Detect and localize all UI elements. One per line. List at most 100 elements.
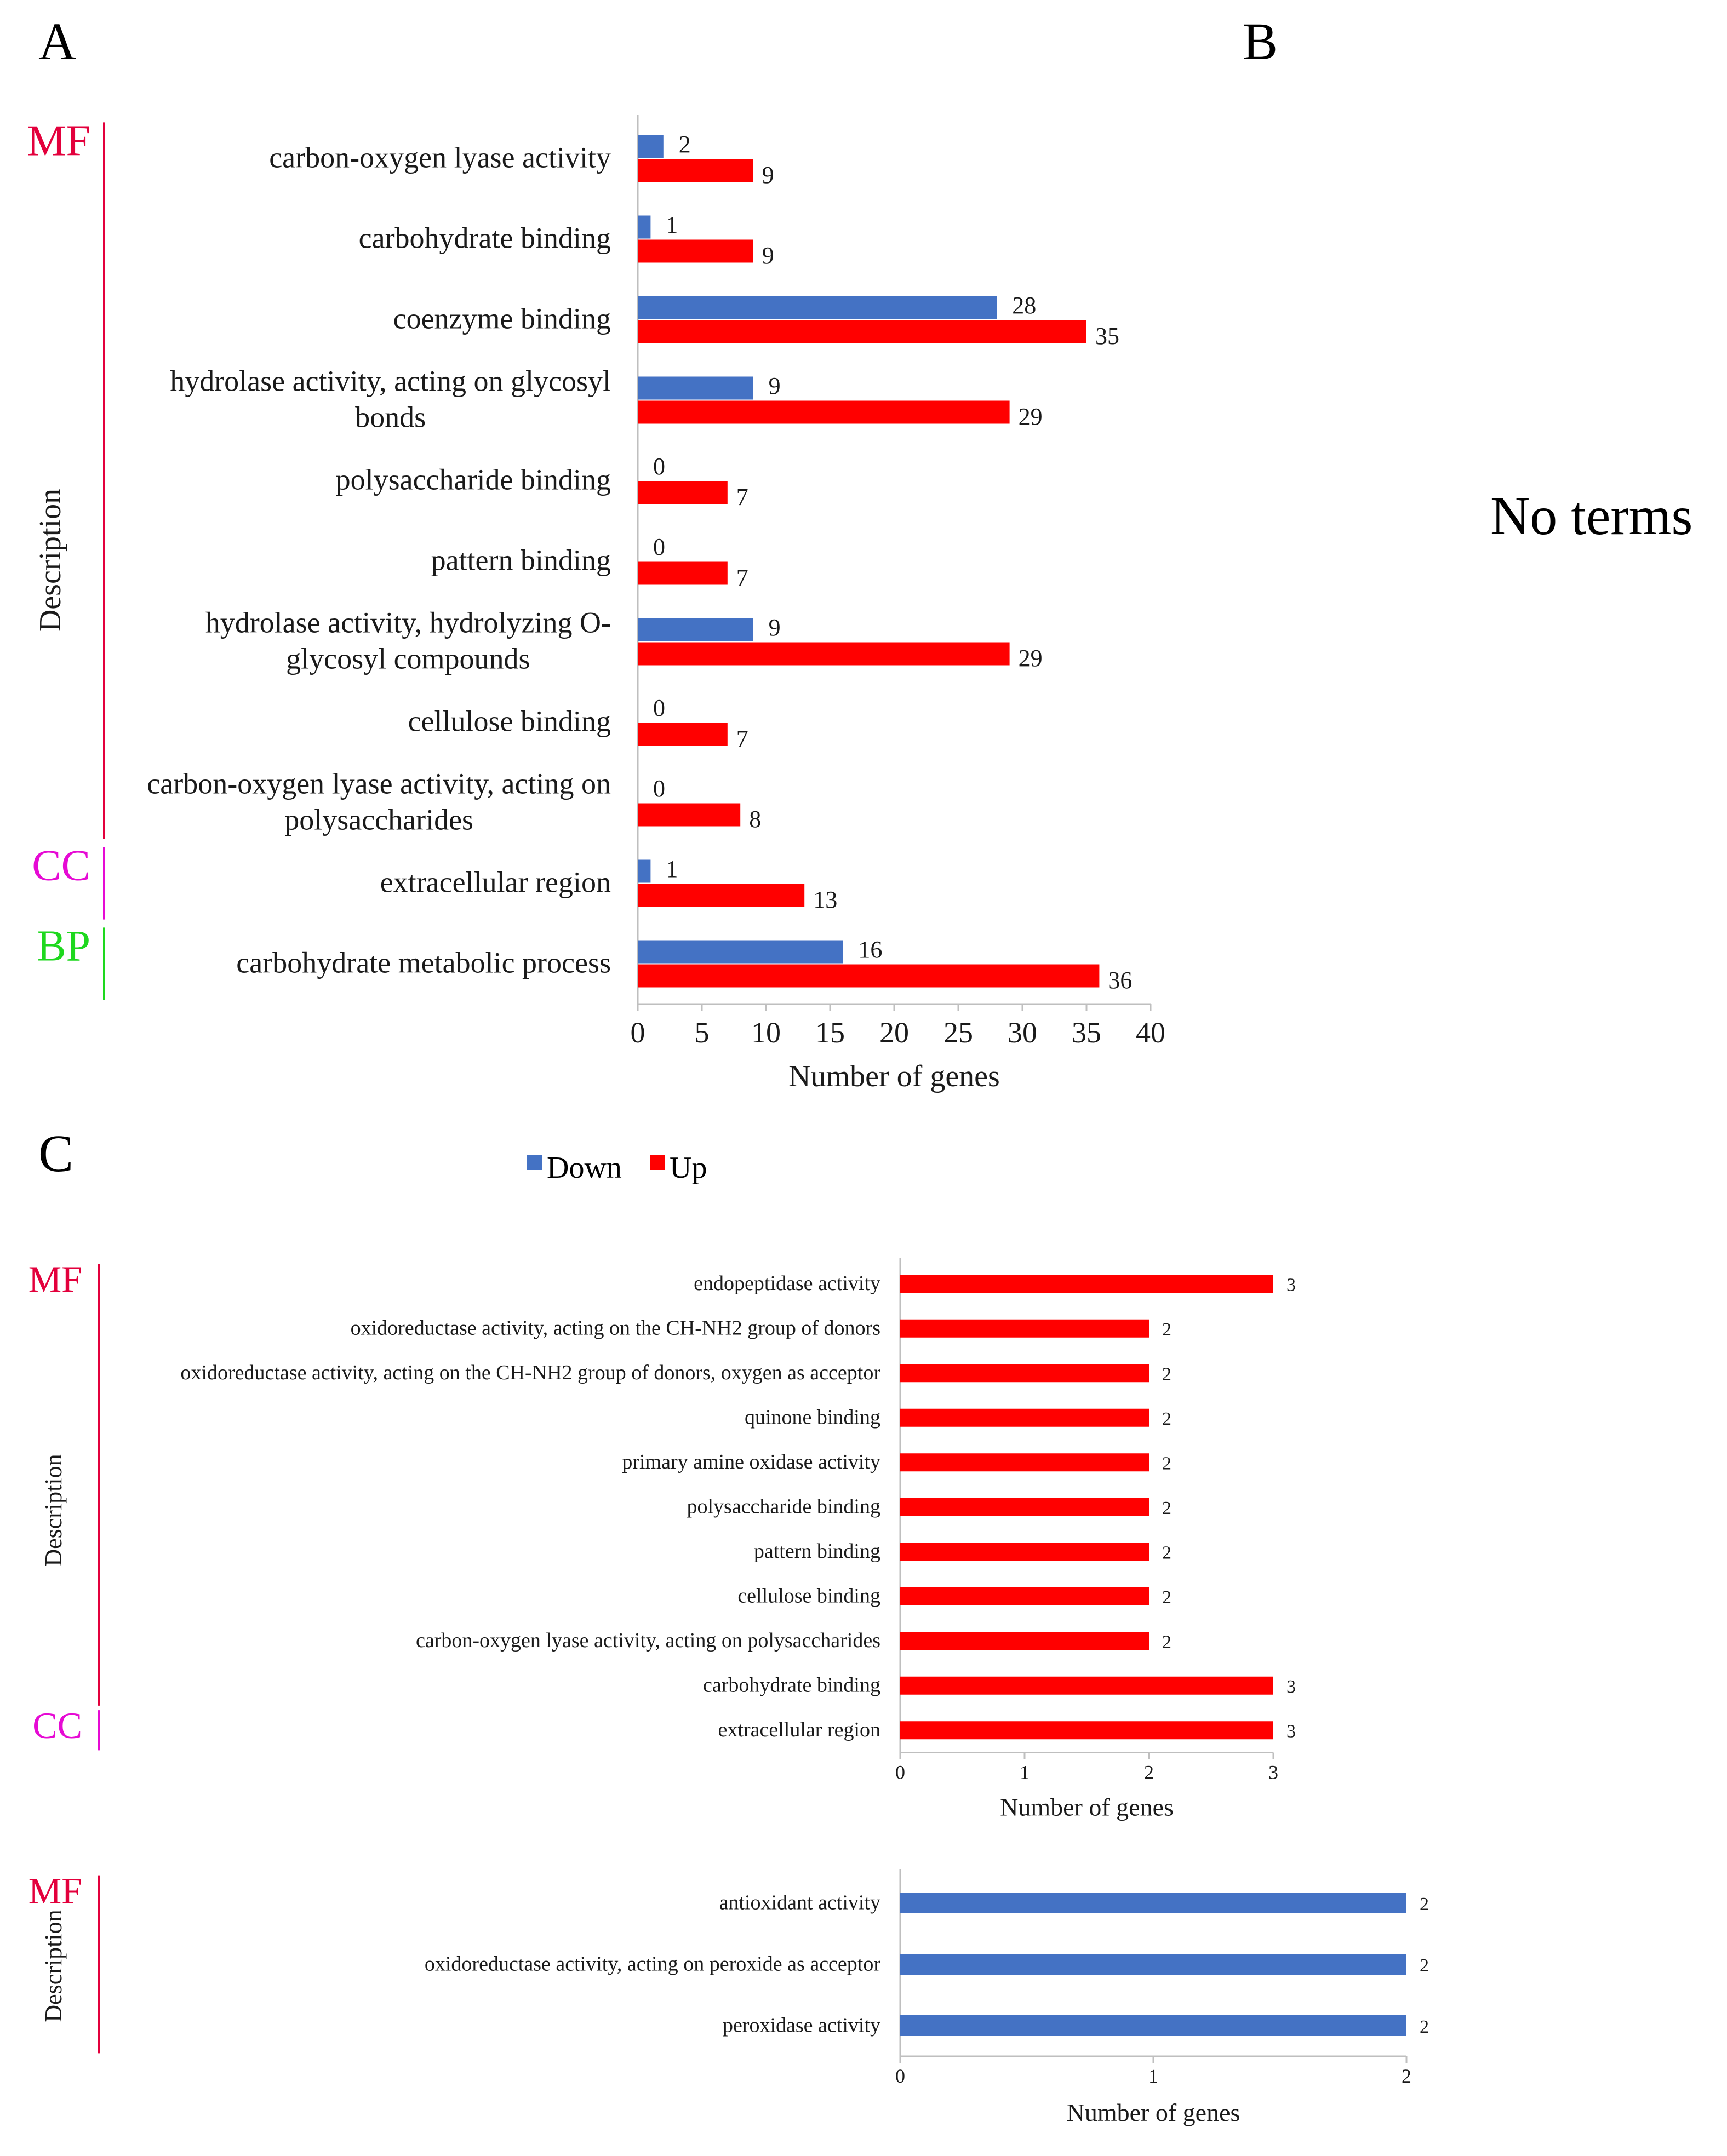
bar-up — [900, 1408, 1149, 1427]
category-label-line: hydrolase activity, hydrolyzing O- — [205, 606, 611, 639]
category-label: hydrolase activity, acting on glycosyl bo… — [170, 365, 611, 434]
bar-up — [900, 1275, 1273, 1293]
bar-value-label: 8 — [749, 806, 761, 833]
legend-down-label: Down — [547, 1151, 622, 1185]
bar-up — [900, 1676, 1273, 1695]
category-label: coenzyme binding — [393, 302, 611, 335]
x-axis-title: Number of genes — [1067, 2098, 1240, 2126]
bar-value-label: 2 — [1162, 1320, 1171, 1340]
bar-value-label: 7 — [736, 484, 748, 511]
group-label-bp: BP — [37, 922, 90, 970]
category-label-line: carbon-oxygen lyase activity, acting on — [147, 767, 611, 800]
category-label: polysaccharide binding — [687, 1495, 880, 1518]
category-label: cellulose binding — [408, 705, 611, 738]
bar-value-label: 28 — [1012, 292, 1036, 319]
category-label: carbon-oxygen lyase activity, acting on p… — [147, 767, 611, 836]
bar-value-label: 2 — [1420, 1956, 1429, 1976]
bar-up — [900, 1587, 1149, 1605]
category-label: oxidoreductase activity, acting on perox… — [425, 1952, 880, 1975]
category-label: antioxidant activity — [719, 1891, 880, 1914]
bar-value-label: 7 — [736, 564, 748, 591]
category-label: primary amine oxidase activity — [622, 1450, 880, 1473]
bar-down — [900, 2015, 1406, 2036]
bar-value-label: 2 — [1162, 1454, 1171, 1474]
bar-value-label: 3 — [1286, 1677, 1296, 1697]
category-label: oxidoreductase activity, acting on the C… — [351, 1317, 880, 1340]
bar-up — [638, 723, 728, 746]
group-label-cc: CC — [32, 1705, 82, 1746]
bar-down — [638, 618, 753, 641]
bar-up — [638, 159, 753, 182]
bar-up — [900, 1319, 1149, 1338]
bar-value-label: 0 — [653, 775, 665, 802]
bar-value-label: 2 — [1420, 2017, 1429, 2037]
bar-value-label: 2 — [1162, 1632, 1171, 1653]
bar-value-label: 35 — [1095, 323, 1119, 349]
bar-up — [900, 1721, 1273, 1740]
panel-b-no-terms: No terms — [1490, 485, 1692, 546]
x-tick-label: 20 — [879, 1016, 909, 1049]
bar-up — [900, 1364, 1149, 1383]
category-label: carbohydrate metabolic process — [236, 947, 611, 979]
legend-up-swatch — [650, 1155, 665, 1170]
bar-up — [638, 803, 741, 827]
x-axis-title: Number of genes — [788, 1059, 1000, 1093]
category-label: pattern binding — [431, 544, 611, 577]
bar-value-label: 2 — [1162, 1409, 1171, 1429]
bar-value-label: 1 — [666, 211, 678, 238]
bar-up — [900, 1453, 1149, 1472]
bar-up — [638, 481, 728, 504]
bar-value-label: 2 — [1162, 1364, 1171, 1385]
x-tick-label: 25 — [943, 1016, 973, 1049]
bar-down — [638, 940, 843, 964]
bar-up — [638, 320, 1086, 343]
bar-down — [638, 859, 651, 883]
bar-down — [638, 215, 651, 239]
bar-up — [900, 1498, 1149, 1516]
category-label: cellulose binding — [737, 1585, 880, 1608]
x-tick-label: 2 — [1144, 1762, 1154, 1784]
panel-label-b: B — [1243, 12, 1278, 71]
bar-up — [638, 884, 805, 907]
x-tick-label: 0 — [895, 1762, 905, 1784]
category-label-line: polysaccharides — [284, 804, 473, 836]
bar-down — [638, 135, 664, 158]
bar-down — [900, 1893, 1406, 1913]
category-label: carbohydrate binding — [359, 222, 611, 255]
x-tick-label: 15 — [815, 1016, 845, 1049]
category-label: pattern binding — [754, 1540, 880, 1563]
category-label: peroxidase activity — [723, 2014, 880, 2037]
category-label: extracellular region — [718, 1718, 880, 1741]
x-tick-label: 1 — [1020, 1762, 1030, 1784]
group-label-mf: MF — [27, 117, 90, 165]
x-tick-label: 10 — [751, 1016, 781, 1049]
bar-up — [638, 642, 1010, 666]
category-label: oxidoreductase activity, acting on the C… — [180, 1361, 880, 1384]
bar-value-label: 9 — [769, 372, 781, 399]
x-tick-label: 40 — [1136, 1016, 1165, 1049]
category-label: extracellular region — [380, 866, 611, 899]
bar-value-label: 1 — [666, 856, 678, 882]
x-tick-label: 0 — [895, 2065, 905, 2087]
bar-value-label: 3 — [1286, 1275, 1296, 1295]
bar-down — [638, 376, 753, 400]
bar-value-label: 0 — [653, 695, 665, 721]
panel-label-a: A — [38, 12, 76, 71]
bar-value-label: 0 — [653, 453, 665, 480]
bar-value-label: 2 — [1162, 1543, 1171, 1563]
y-axis-title: Description — [33, 489, 67, 632]
group-label-mf: MF — [28, 1258, 82, 1300]
category-label: carbon-oxygen lyase activity, acting on … — [416, 1629, 880, 1652]
group-label-cc: CC — [32, 841, 90, 890]
bar-value-label: 2 — [1420, 1894, 1429, 1914]
x-tick-label: 0 — [631, 1016, 645, 1049]
bar-value-label: 9 — [762, 162, 774, 188]
bar-value-label: 2 — [679, 131, 691, 158]
category-label: polysaccharide binding — [336, 463, 611, 496]
group-label-mf: MF — [28, 1870, 82, 1912]
x-tick-label: 3 — [1268, 1762, 1278, 1784]
legend-up-label: Up — [670, 1151, 707, 1185]
x-tick-label: 35 — [1072, 1016, 1101, 1049]
